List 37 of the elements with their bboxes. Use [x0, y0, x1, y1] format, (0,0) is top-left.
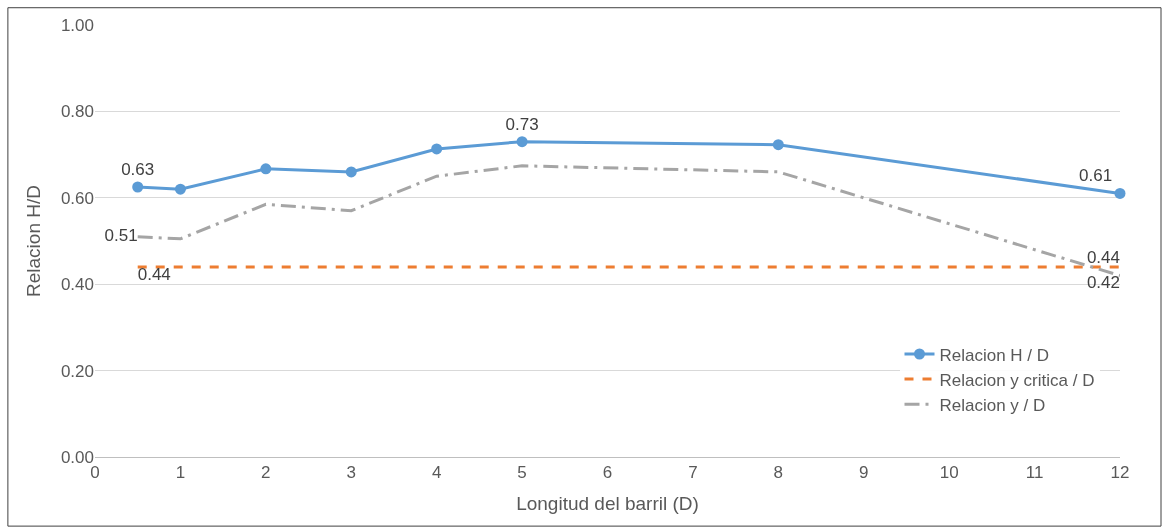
y-axis-title: Relacion H/D	[22, 185, 44, 297]
x-axis-title: Longitud del barril (D)	[516, 493, 699, 515]
legend-label: Relacion H / D	[939, 345, 1050, 365]
data-label: 0.42	[1086, 273, 1120, 293]
data-label: 0.73	[505, 114, 539, 134]
x-tick-label: 12	[1110, 463, 1130, 483]
point	[1114, 187, 1126, 199]
y-tick-label: 0.20	[60, 361, 94, 381]
point	[772, 139, 784, 151]
x-tick-label: 5	[517, 463, 527, 483]
point	[516, 136, 528, 148]
data-label: 0.61	[1079, 166, 1113, 186]
x-tick-label: 10	[939, 463, 959, 483]
data-label: 0.51	[104, 225, 138, 245]
point	[431, 143, 443, 155]
point	[132, 181, 144, 193]
y-tick-label: 1.00	[60, 15, 94, 35]
data-label: 0.44	[1086, 247, 1120, 267]
x-tick-label: 6	[602, 463, 613, 483]
y-tick-label: 0.60	[60, 188, 94, 208]
x-tick-label: 7	[688, 463, 698, 483]
point	[260, 163, 272, 175]
x-tick-label: 2	[261, 463, 271, 483]
legend-label: Relacion y / D	[939, 395, 1046, 415]
point	[174, 183, 186, 195]
data-label: 0.63	[121, 159, 155, 179]
y-tick-label: 0.40	[60, 275, 94, 295]
x-tick-label: 3	[346, 463, 356, 483]
x-tick-label: 9	[859, 463, 869, 483]
x-tick-label: 4	[431, 463, 442, 483]
point	[345, 166, 357, 178]
legend-label: Relacion y critica / D	[939, 370, 1095, 390]
x-tick-label: 1	[175, 463, 186, 483]
x-tick-label: 11	[1025, 463, 1044, 483]
x-tick-label: 8	[773, 463, 784, 483]
y-tick-label: 0.80	[60, 102, 94, 122]
data-label: 0.44	[137, 264, 171, 284]
